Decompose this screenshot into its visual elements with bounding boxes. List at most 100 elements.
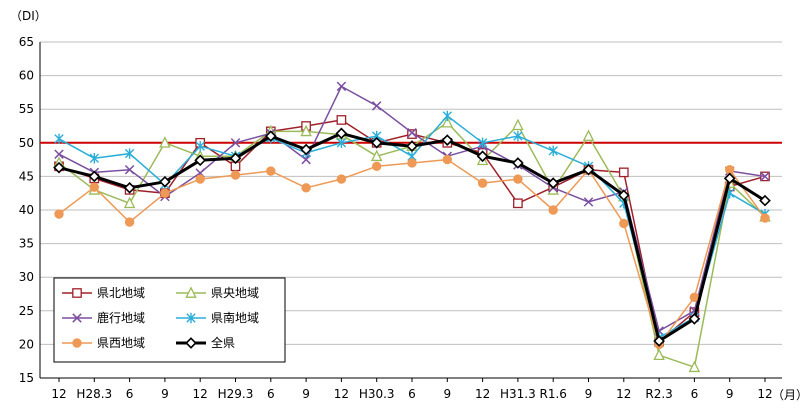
data-point — [407, 129, 417, 139]
data-point — [124, 148, 135, 159]
legend-entry: 県南地域 — [176, 310, 259, 325]
y-tick-label: 15 — [19, 371, 34, 385]
legend-label: 県央地域 — [211, 286, 259, 300]
data-point — [300, 143, 312, 156]
data-point — [301, 154, 311, 165]
data-point — [370, 149, 383, 162]
data-point — [123, 196, 136, 209]
data-point — [54, 133, 64, 144]
data-point — [300, 124, 312, 137]
data-point — [689, 292, 700, 303]
data-point — [159, 175, 171, 188]
x-tick-label: 9 — [585, 387, 593, 401]
data-point — [548, 145, 558, 157]
legend-box — [53, 277, 286, 363]
legend-label: 県西地域 — [97, 336, 145, 350]
y-tick-label: 65 — [19, 35, 34, 49]
data-point — [53, 161, 65, 174]
data-point — [336, 137, 347, 148]
x-tick-label: 12 — [757, 387, 772, 401]
series-6 — [53, 127, 771, 347]
x-tick-label: 12 — [475, 387, 490, 401]
data-point — [513, 174, 523, 184]
legend-entry: 鹿行地域 — [62, 310, 145, 325]
legend-swatch-marker — [186, 312, 196, 324]
x-tick-label: 6 — [408, 387, 416, 401]
data-point — [54, 209, 64, 219]
y-tick-label: 20 — [19, 337, 34, 351]
data-point — [336, 174, 347, 184]
data-point — [264, 130, 277, 142]
x-tick-label: 12 — [51, 387, 66, 401]
data-point — [124, 217, 135, 227]
x-tick-label: 12 — [616, 387, 631, 401]
data-point — [89, 182, 100, 192]
data-point — [759, 194, 771, 207]
data-point — [723, 172, 736, 185]
data-point — [760, 171, 770, 182]
data-point — [266, 166, 276, 176]
data-point — [160, 188, 170, 198]
legend-label: 鹿行地域 — [97, 310, 145, 325]
x-tick-label: H29.3 — [218, 387, 254, 401]
x-tick-label: H30.3 — [359, 387, 395, 401]
data-point — [370, 136, 383, 149]
y-tick-label: 40 — [19, 203, 34, 217]
series-5 — [54, 154, 770, 350]
data-point — [688, 360, 701, 373]
data-point — [124, 164, 135, 175]
data-point — [477, 178, 488, 188]
data-point — [618, 167, 629, 178]
data-point — [441, 134, 454, 146]
data-point — [617, 189, 630, 202]
data-point — [442, 110, 452, 122]
y-axis-unit-label: （DI） — [10, 9, 47, 23]
data-point — [653, 335, 665, 347]
data-point — [336, 81, 347, 92]
y-tick-label: 35 — [19, 237, 34, 251]
y-tick-label: 60 — [19, 69, 34, 83]
legend-label: 県南地域 — [211, 310, 259, 325]
data-point — [88, 170, 101, 183]
data-point — [512, 157, 524, 169]
x-tick-label: 6 — [691, 387, 699, 401]
data-point — [195, 174, 205, 184]
data-point — [547, 177, 560, 189]
data-point — [195, 140, 205, 152]
data-point — [407, 158, 417, 168]
data-point — [123, 181, 136, 194]
legend-swatch-marker — [72, 313, 82, 323]
data-point — [513, 198, 523, 209]
data-point — [548, 205, 558, 215]
legend-entry: 県北地域 — [62, 286, 145, 300]
x-tick-label: 6 — [126, 387, 134, 401]
data-point — [372, 161, 382, 172]
data-point — [194, 154, 207, 167]
data-point — [512, 118, 524, 131]
data-point — [441, 115, 454, 128]
y-tick-label: 30 — [19, 270, 34, 284]
data-point — [407, 127, 417, 138]
x-tick-label: 9 — [726, 387, 734, 401]
x-tick-label: R2.3 — [645, 387, 672, 401]
data-point — [229, 152, 242, 165]
y-tick-label: 45 — [19, 169, 34, 183]
axes — [39, 42, 782, 382]
legend-label: 県北地域 — [97, 286, 145, 300]
tick-labels: 15 20 25 30 35 40 45 50 55 60 65 12 H28.3 6 9 12 H29.3 6 9… — [19, 35, 773, 401]
data-point — [477, 137, 488, 148]
data-point — [653, 348, 665, 361]
data-point — [619, 218, 629, 229]
data-point — [513, 130, 523, 142]
x-tick-label: 9 — [302, 387, 310, 401]
y-tick-label: 55 — [19, 102, 34, 116]
x-tick-label: H31.3 — [500, 387, 536, 401]
data-point — [760, 213, 770, 223]
y-tick-label: 25 — [19, 304, 34, 318]
legend-entry: 県央地域 — [176, 286, 259, 300]
data-point — [582, 163, 595, 176]
data-point — [89, 153, 99, 164]
